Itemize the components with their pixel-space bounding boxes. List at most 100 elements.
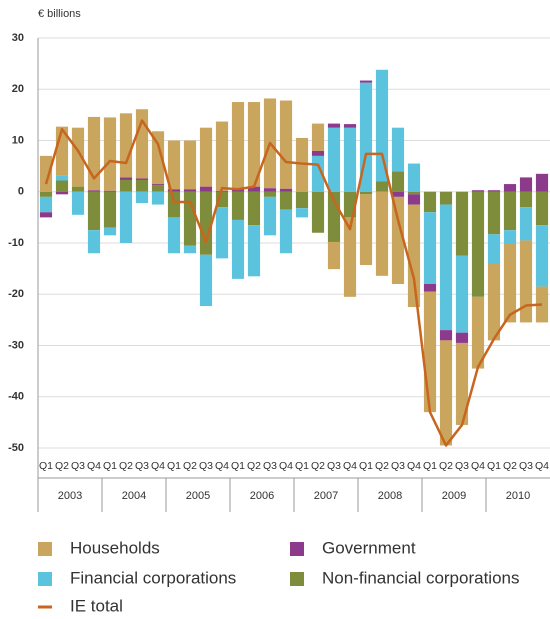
x-tick-label: Q2 — [503, 460, 517, 472]
bar-segment — [55, 191, 69, 195]
bar-segment — [455, 255, 469, 333]
bar-segment — [487, 190, 501, 192]
group-label: 2009 — [442, 490, 466, 502]
bar-segment — [183, 189, 197, 192]
bar-segment — [39, 155, 53, 192]
group-label: 2008 — [378, 490, 402, 502]
x-tick-label: Q1 — [487, 460, 501, 472]
bar-segment — [439, 330, 453, 341]
bar-segment — [135, 178, 149, 180]
bar-segment — [247, 225, 261, 277]
bar-segment — [535, 191, 549, 226]
bar-segment — [167, 140, 181, 190]
x-tick-label: Q2 — [119, 460, 133, 472]
bar-segment — [71, 191, 85, 215]
bar-segment — [391, 171, 405, 192]
bar-segment — [343, 124, 357, 128]
bar-segment — [183, 245, 197, 254]
y-tick-label: 30 — [12, 32, 24, 44]
bar-segment — [71, 127, 85, 187]
bar-segment — [167, 217, 181, 254]
bar-segment — [471, 190, 485, 192]
bar-segment — [519, 240, 533, 323]
bar-segment — [391, 127, 405, 172]
x-tick-label: Q4 — [279, 460, 293, 472]
bar-segment — [247, 191, 261, 226]
x-tick-label: Q3 — [199, 460, 213, 472]
legend-swatch — [38, 572, 52, 586]
bar-segment — [279, 209, 293, 254]
bar-segment — [279, 188, 293, 192]
bar-segment — [391, 191, 405, 197]
bar-segment — [119, 191, 133, 243]
x-tick-label: Q1 — [359, 460, 373, 472]
bar-segment — [167, 189, 181, 192]
y-tick-label: -20 — [8, 288, 24, 300]
bar-segment — [231, 191, 245, 220]
bar-segment — [231, 102, 245, 189]
x-tick-label: Q4 — [471, 460, 485, 472]
bar-segment — [327, 127, 341, 192]
y-tick-label: 0 — [18, 186, 24, 198]
x-tick-label: Q2 — [55, 460, 69, 472]
bar-segment — [263, 191, 277, 197]
x-tick-label: Q3 — [263, 460, 277, 472]
bar-segment — [535, 173, 549, 192]
bar-segment — [311, 191, 325, 233]
bar-segment — [343, 127, 357, 192]
x-tick-label: Q4 — [151, 460, 165, 472]
bar-segment — [55, 175, 69, 181]
bar-segment — [359, 80, 373, 83]
x-tick-label: Q1 — [295, 460, 309, 472]
bar-segment — [407, 204, 421, 308]
bar-segment — [183, 191, 197, 246]
x-tick-label: Q1 — [167, 460, 181, 472]
bar-segment — [199, 127, 213, 187]
bar-segment — [519, 207, 533, 241]
bar-segment — [199, 254, 213, 307]
bar-segment — [199, 186, 213, 192]
bar-segment — [279, 191, 293, 210]
group-label: 2010 — [506, 490, 530, 502]
bar-segment — [455, 191, 469, 256]
bar-segment — [311, 150, 325, 156]
x-tick-label: Q2 — [375, 460, 389, 472]
bar-segment — [183, 140, 197, 190]
bar-segment — [535, 225, 549, 287]
group-label: 2006 — [250, 490, 274, 502]
y-tick-label: -30 — [8, 339, 24, 351]
bar-segment — [295, 137, 309, 192]
bar-segment — [55, 180, 69, 192]
bar-segment — [119, 179, 133, 192]
legend-swatch — [290, 542, 304, 556]
bar-segment — [423, 284, 437, 292]
bar-segment — [487, 263, 501, 341]
legend-label: Households — [70, 538, 160, 557]
y-tick-label: -50 — [8, 442, 24, 454]
bar-segment — [439, 204, 453, 331]
bar-segment — [503, 230, 517, 243]
group-label: 2004 — [122, 490, 146, 502]
bar-segment — [311, 123, 325, 151]
bar-segment — [519, 191, 533, 208]
bar-segment — [103, 227, 117, 236]
bar-segment — [455, 342, 469, 425]
legend-label: IE total — [70, 596, 123, 615]
x-tick-label: Q3 — [71, 460, 85, 472]
bar-segment — [39, 191, 53, 197]
legend-label: Government — [322, 538, 416, 557]
bar-segment — [439, 191, 453, 205]
bar-segment — [375, 191, 389, 276]
bar-segment — [407, 163, 421, 192]
bar-segment — [407, 194, 421, 205]
bar-segment — [359, 194, 373, 266]
bar-segment — [151, 184, 165, 186]
y-tick-label: -10 — [8, 237, 24, 249]
bar-segment — [135, 179, 149, 192]
group-label: 2005 — [186, 490, 210, 502]
bar-segment — [103, 191, 117, 228]
bar-segment — [87, 230, 101, 254]
x-tick-label: Q3 — [455, 460, 469, 472]
x-tick-label: Q3 — [391, 460, 405, 472]
y-tick-label: -40 — [8, 391, 24, 403]
